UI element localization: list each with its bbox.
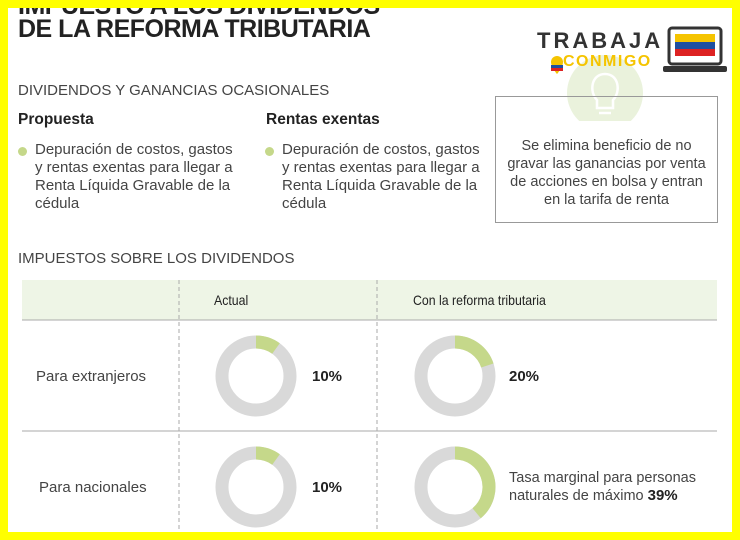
table-header-band <box>22 280 717 320</box>
column-text: Depuración de costos, gastos y rentas ex… <box>282 141 480 212</box>
infographic: IMPUESTO A LOS DIVIDENDOS DE LA REFORMA … <box>8 8 732 532</box>
flag-pin <box>551 56 563 74</box>
value-label: 10% <box>312 479 343 496</box>
bullet <box>265 147 274 156</box>
donut-segment <box>454 446 496 519</box>
row-label: Para extranjeros <box>36 368 147 385</box>
column-header: Actual <box>214 292 249 308</box>
logo-line2: CONMIGO <box>563 53 652 70</box>
title: DE LA REFORMA TRIBUTARIA <box>18 15 371 43</box>
column-text: Depuración de costos, gastos y rentas ex… <box>35 141 233 212</box>
donut-layer <box>215 335 496 528</box>
table-lines <box>22 280 717 532</box>
bullet <box>18 147 27 156</box>
donut-track <box>215 446 297 528</box>
row-label: Para nacionales <box>39 479 147 496</box>
value-label: 20% <box>509 368 540 385</box>
note-box: Se elimina beneficio de no gravar las ga… <box>495 96 718 223</box>
donut-segment <box>454 335 494 368</box>
column-header: Con la reforma tributaria <box>413 292 546 308</box>
value-label: 10% <box>312 368 343 385</box>
logo: TRABAJA CONMIGO <box>537 26 727 121</box>
title-top: IMPUESTO A LOS DIVIDENDOS <box>18 8 380 21</box>
bulb-circle <box>567 55 643 121</box>
donut-segment <box>255 446 280 465</box>
value-label: 39% <box>647 487 678 504</box>
bulb-icon <box>591 72 619 115</box>
logo-line1: TRABAJA <box>537 28 663 53</box>
column-heading: Propuesta <box>18 111 94 128</box>
reform-note: Tasa marginal para personas naturales de… <box>509 470 709 505</box>
section-heading: DIVIDENDOS Y GANANCIAS OCASIONALES <box>18 82 330 99</box>
section-heading: IMPUESTOS SOBRE LOS DIVIDENDOS <box>18 250 295 267</box>
reform-text: Tasa marginal para personas naturales de… <box>509 470 696 504</box>
column-heading: Rentas exentas <box>266 111 380 128</box>
donut-segment <box>255 335 280 354</box>
donut-track <box>215 335 297 417</box>
laptop-icon <box>663 26 727 72</box>
